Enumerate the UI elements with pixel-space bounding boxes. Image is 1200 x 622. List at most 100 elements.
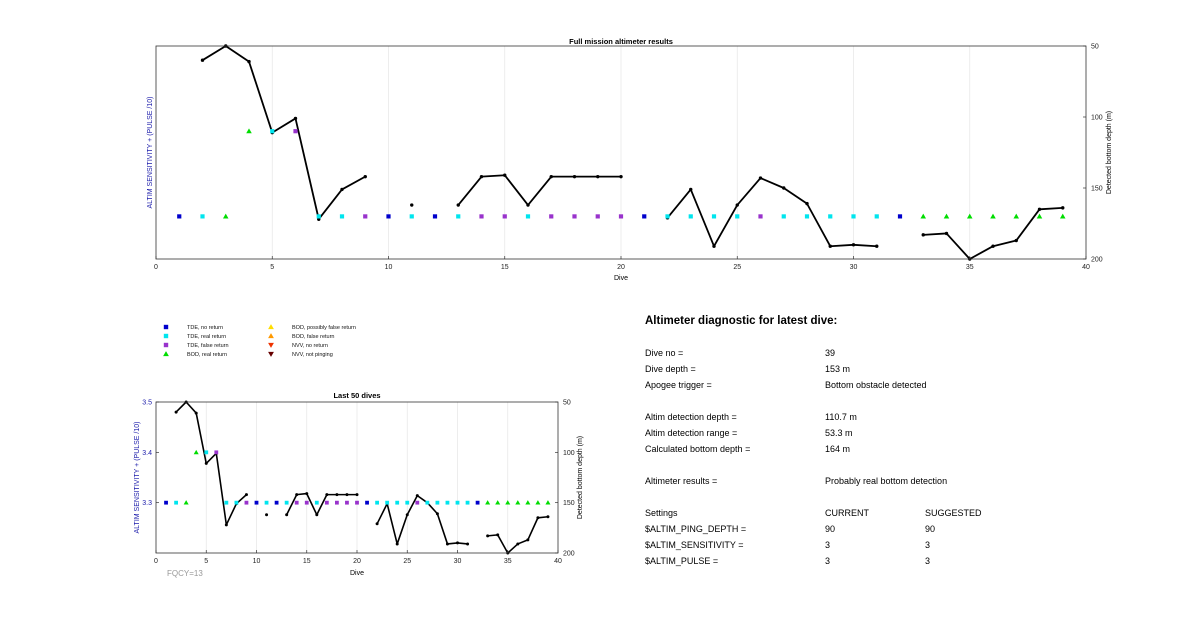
legend-marker bbox=[268, 342, 274, 348]
legend-label: BOD, real return bbox=[187, 352, 227, 358]
settings-header-current: CURRENT bbox=[825, 508, 869, 518]
legend-label: NVV, no return bbox=[292, 343, 328, 349]
depth-point bbox=[305, 492, 309, 496]
setting-marker bbox=[264, 500, 269, 505]
full-y-right-ticks: 50 100 150 200 bbox=[1083, 44, 1103, 264]
depth-point bbox=[345, 493, 349, 497]
setting-marker bbox=[415, 500, 420, 505]
depth-point bbox=[619, 174, 623, 179]
legend-marker bbox=[163, 333, 169, 339]
setting-marker bbox=[688, 214, 693, 219]
last-gridlines bbox=[205, 402, 509, 553]
y-left-tick-label: 3.4 bbox=[142, 450, 152, 457]
setting-marker bbox=[270, 129, 275, 134]
depth-point bbox=[782, 186, 786, 190]
setting-marker bbox=[502, 214, 507, 219]
setting-current: 3 bbox=[825, 540, 831, 550]
setting-marker bbox=[293, 129, 298, 134]
diag-label: Apogee trigger = bbox=[645, 380, 712, 390]
depth-point bbox=[244, 493, 248, 497]
setting-marker bbox=[409, 214, 414, 219]
setting-marker bbox=[545, 500, 551, 505]
full-chart-title: Full mission altimeter results bbox=[569, 37, 673, 46]
setting-marker bbox=[445, 500, 450, 505]
setting-marker bbox=[385, 500, 390, 505]
y-right-tick-label: 50 bbox=[1091, 44, 1099, 51]
setting-marker bbox=[204, 450, 209, 455]
x-tick-label: 35 bbox=[504, 558, 512, 565]
depth-point bbox=[526, 538, 530, 542]
diag-label: Altim detection range = bbox=[645, 428, 738, 438]
depth-point bbox=[325, 493, 329, 497]
depth-point bbox=[265, 513, 269, 517]
setting-marker bbox=[345, 500, 349, 505]
depth-point bbox=[503, 173, 507, 177]
diag-value: Bottom obstacle detected bbox=[825, 380, 927, 390]
depth-point bbox=[712, 244, 716, 248]
x-tick-label: 5 bbox=[204, 558, 208, 565]
legend-marker bbox=[163, 351, 169, 357]
setting-marker bbox=[758, 214, 763, 219]
y-right-tick-label: 100 bbox=[563, 450, 575, 457]
setting-current: 3 bbox=[825, 556, 831, 566]
setting-marker bbox=[244, 500, 249, 505]
legend-label: TDE, real return bbox=[187, 334, 226, 340]
setting-marker bbox=[375, 500, 379, 505]
setting-marker bbox=[177, 214, 182, 219]
diag-row-altimeter-results: Altimeter results = Probably real bottom… bbox=[645, 476, 1165, 488]
setting-marker bbox=[479, 214, 484, 219]
diag-value: 39 bbox=[825, 348, 836, 358]
setting-marker bbox=[990, 213, 996, 219]
diagnostic-title: Altimeter diagnostic for latest dive: bbox=[645, 315, 838, 327]
depth-point bbox=[456, 541, 459, 545]
setting-marker bbox=[425, 500, 430, 505]
last-y-right-ticks: 50 100 150 200 bbox=[555, 400, 575, 558]
setting-row-ping-depth: $ALTIM_PING_DEPTH = 90 90 bbox=[645, 524, 1165, 536]
depth-point bbox=[194, 411, 198, 415]
legend-marker bbox=[268, 333, 274, 339]
x-tick-label: 0 bbox=[154, 264, 158, 271]
setting-marker bbox=[966, 213, 973, 219]
setting-marker bbox=[284, 500, 289, 505]
setting-marker bbox=[595, 214, 600, 219]
setting-marker bbox=[851, 214, 856, 219]
setting-marker bbox=[214, 450, 219, 455]
depth-point bbox=[224, 523, 228, 527]
depth-point bbox=[247, 59, 251, 64]
last-y-right-label: Detected bottom depth (m) bbox=[577, 436, 584, 519]
setting-marker bbox=[304, 500, 309, 505]
depth-point bbox=[293, 116, 298, 121]
depth-point bbox=[479, 174, 484, 179]
setting-row-pulse: $ALTIM_PULSE = 3 3 bbox=[645, 556, 1165, 568]
diag-row-apogee-trigger: Apogee trigger = Bottom obstacle detecte… bbox=[645, 380, 1165, 392]
depth-point bbox=[689, 187, 693, 192]
y-right-tick-label: 150 bbox=[563, 500, 575, 507]
depth-point bbox=[496, 533, 500, 537]
depth-point bbox=[363, 174, 367, 179]
legend-marker bbox=[268, 324, 274, 330]
depth-point bbox=[1014, 238, 1018, 243]
legend-marker bbox=[163, 342, 169, 348]
setting-marker bbox=[1059, 213, 1066, 219]
depth-point bbox=[295, 493, 299, 497]
depth-series-line bbox=[202, 45, 366, 221]
setting-marker bbox=[465, 500, 470, 505]
depth-series-line bbox=[457, 174, 621, 206]
setting-marker bbox=[495, 500, 501, 505]
setting-marker bbox=[665, 214, 670, 219]
x-tick-label: 10 bbox=[385, 264, 393, 271]
last-chart-title: Last 50 dives bbox=[333, 391, 380, 400]
depth-point bbox=[456, 203, 460, 207]
setting-marker bbox=[897, 214, 903, 219]
setting-marker bbox=[435, 500, 440, 505]
setting-marker bbox=[943, 213, 950, 219]
setting-marker bbox=[183, 500, 189, 505]
setting-marker bbox=[455, 500, 460, 505]
setting-marker bbox=[174, 500, 178, 505]
depth-point bbox=[572, 174, 577, 179]
settings-header-label: Settings bbox=[645, 508, 678, 518]
setting-suggested: 3 bbox=[925, 540, 931, 550]
depth-point bbox=[944, 231, 949, 236]
setting-marker bbox=[1013, 213, 1020, 219]
depth-point bbox=[435, 512, 439, 516]
